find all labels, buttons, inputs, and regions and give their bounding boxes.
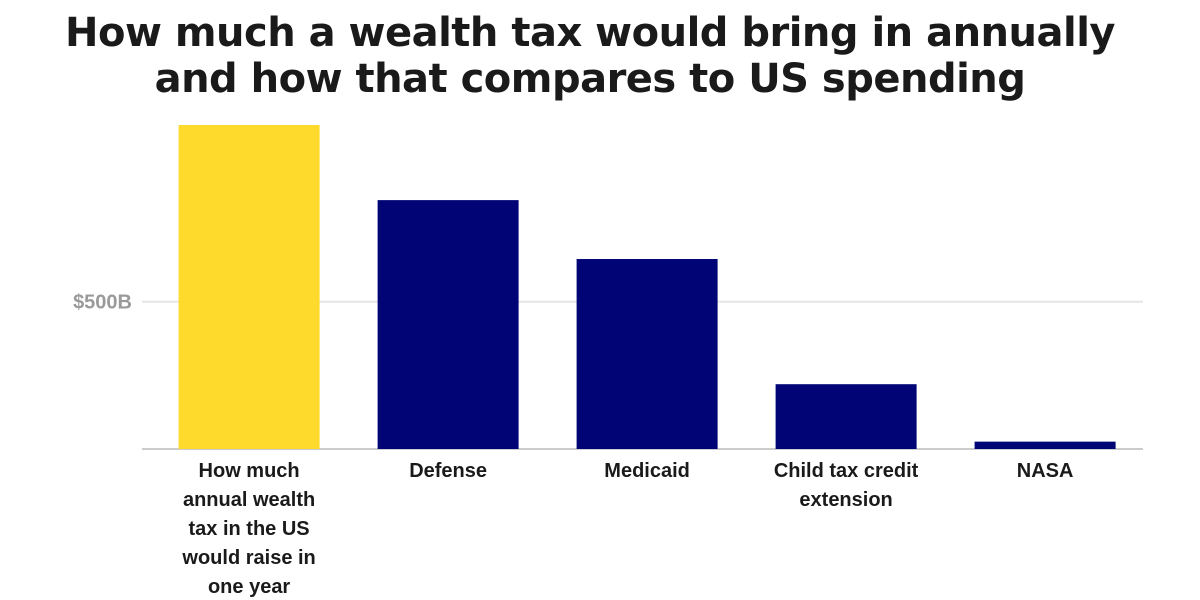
category-label-2-line-0: Medicaid [604, 460, 690, 482]
chart-title: How much a wealth tax would bring in ann… [0, 10, 1180, 102]
bar-3 [775, 384, 917, 449]
bar-1 [377, 200, 519, 449]
y-tick-label-0: $500B [73, 292, 132, 314]
category-label-0-line-1: annual wealth [183, 489, 315, 511]
bar-4 [974, 441, 1116, 449]
category-label-4-line-0: NASA [1017, 460, 1074, 482]
category-label-3-line-0: Child tax credit [774, 460, 919, 482]
category-label-0-line-3: would raise in [181, 547, 315, 569]
bar-0 [178, 125, 320, 449]
category-label-1-line-0: Defense [409, 460, 487, 482]
category-label-0-line-2: tax in the US [189, 518, 310, 540]
chart-title-line-2: and how that compares to US spending [154, 56, 1026, 102]
category-label-0-line-0: How much [199, 460, 300, 482]
category-label-0-line-4: one year [208, 576, 290, 598]
bar-2 [576, 259, 718, 449]
chart-title-line-1: How much a wealth tax would bring in ann… [65, 10, 1115, 56]
category-label-3-line-1: extension [799, 489, 892, 511]
